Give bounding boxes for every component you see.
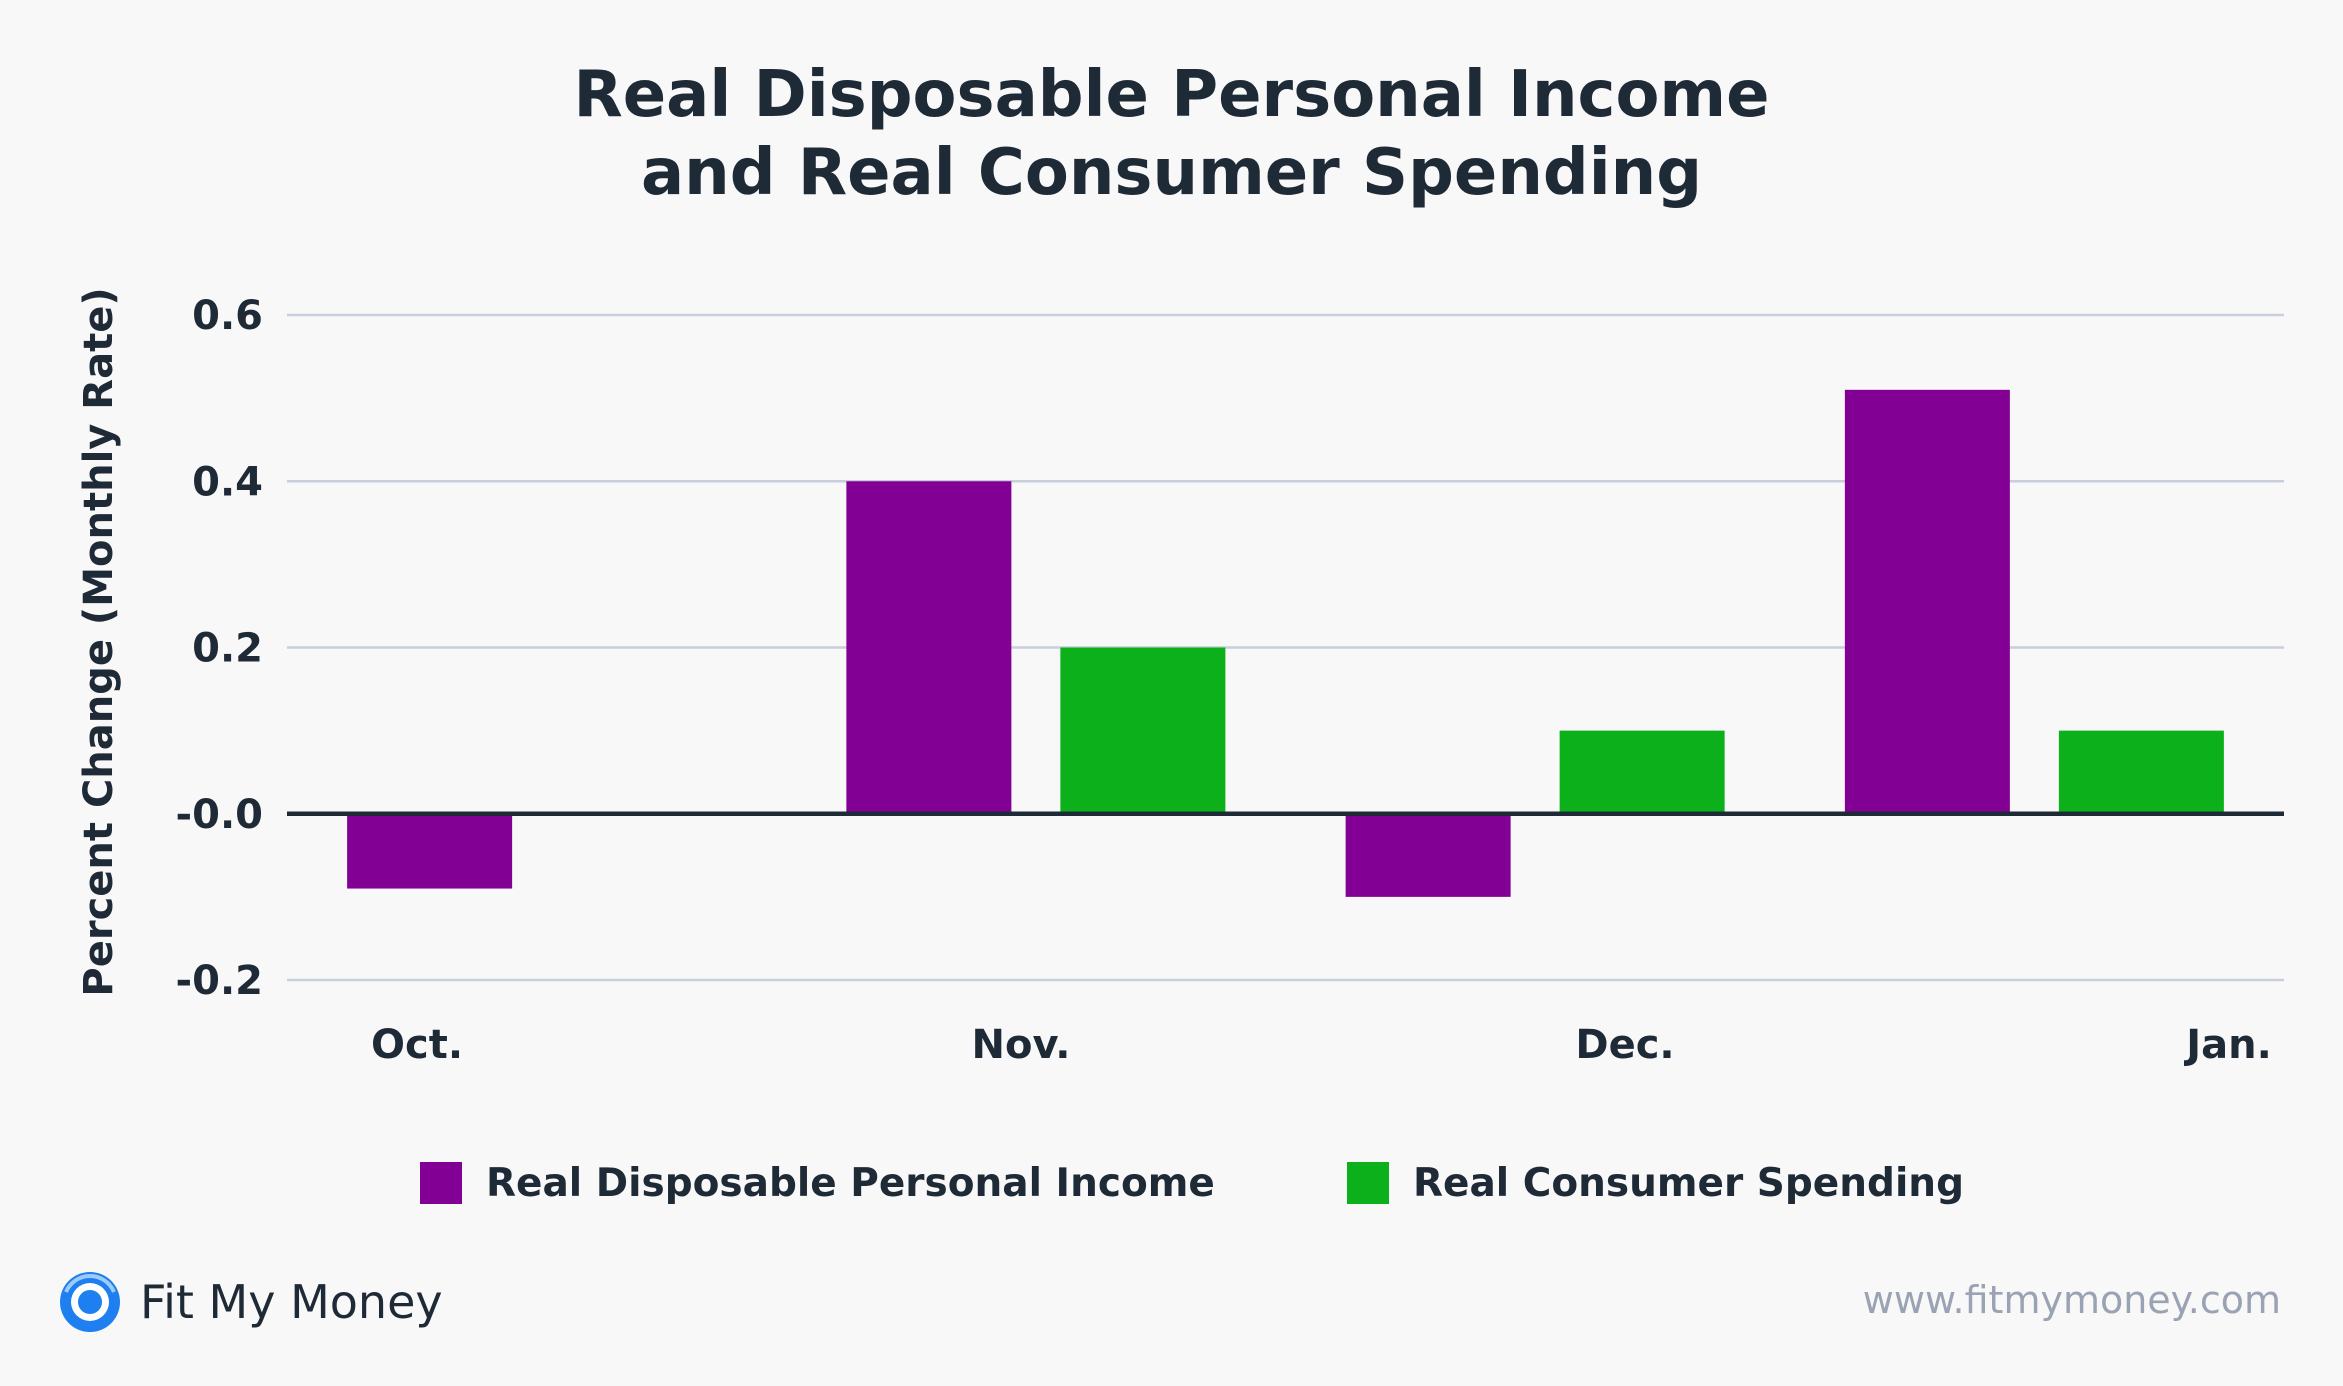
legend-item-income[interactable]: Real Disposable Personal Income — [420, 1160, 1215, 1206]
x-tick-label: Nov. — [972, 1022, 1071, 1068]
bar-income-0 — [347, 813, 513, 889]
legend-item-spending[interactable]: Real Consumer Spending — [1347, 1160, 1964, 1206]
bar-income-3 — [1844, 389, 2010, 814]
bar-income-1 — [846, 481, 1012, 814]
y-tick-label: -0.2 — [176, 958, 263, 1004]
bar-income-2 — [1345, 813, 1511, 897]
chart-title-line-2: and Real Consumer Spending — [640, 136, 1703, 210]
y-tick-label: 0.2 — [192, 626, 263, 672]
y-axis-label: Percent Change (Monthly Rate) — [76, 287, 122, 996]
x-tick-label: Jan. — [2183, 1022, 2272, 1068]
x-tick-label: Dec. — [1575, 1022, 1674, 1068]
target-icon — [60, 1272, 120, 1332]
bar-spending-3 — [2058, 730, 2224, 814]
y-tick-label: 0.6 — [192, 293, 263, 339]
y-tick-label: -0.0 — [176, 792, 263, 838]
legend-label-spending: Real Consumer Spending — [1413, 1160, 1964, 1206]
bar-spending-1 — [1060, 647, 1226, 814]
chart-title: Real Disposable Personal Income and Real… — [0, 56, 2343, 212]
website-url[interactable]: www.fitmymoney.com — [1862, 1278, 2281, 1322]
legend-swatch-spending — [1347, 1162, 1389, 1204]
brand-logo[interactable]: Fit My Money — [58, 1270, 443, 1334]
brand-name: Fit My Money — [140, 1275, 443, 1329]
x-tick-label: Oct. — [371, 1022, 463, 1068]
y-tick-label: 0.4 — [192, 459, 263, 505]
bar-spending-2 — [1559, 730, 1725, 814]
legend-label-income: Real Disposable Personal Income — [486, 1160, 1215, 1206]
chart-title-line-1: Real Disposable Personal Income — [573, 58, 1770, 132]
legend-swatch-income — [420, 1162, 462, 1204]
